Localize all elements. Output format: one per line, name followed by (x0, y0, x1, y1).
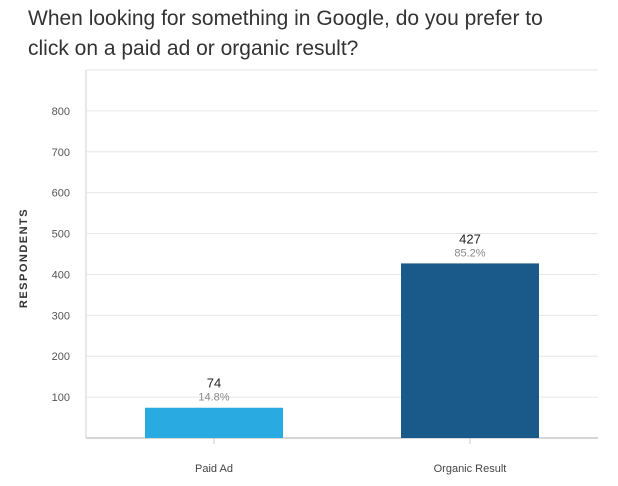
y-tick-label: 100 (52, 392, 70, 404)
bars (145, 263, 539, 438)
chart-title: When looking for something in Google, do… (28, 7, 543, 60)
data-label-value: 427 (459, 231, 481, 246)
y-tick-label: 200 (52, 351, 70, 363)
data-label-percent: 85.2% (454, 247, 485, 259)
x-tick-label: Organic Result (434, 463, 507, 475)
x-tick-labels: Paid Ad Organic Result (195, 438, 506, 475)
y-tick-label: 400 (52, 269, 70, 281)
y-tick-label: 700 (52, 147, 70, 159)
bar (401, 263, 539, 438)
y-tick-label: 600 (52, 188, 70, 200)
data-label-percent: 14.8% (198, 392, 229, 404)
bar (145, 407, 283, 438)
x-tick-label: Paid Ad (195, 463, 233, 475)
data-label-value: 74 (207, 376, 221, 391)
y-tick-label: 500 (52, 229, 70, 241)
y-tick-label: 800 (52, 106, 70, 118)
y-tick-labels: 100 200 300 400 500 600 700 800 (52, 106, 70, 404)
y-tick-label: 300 (52, 310, 70, 322)
